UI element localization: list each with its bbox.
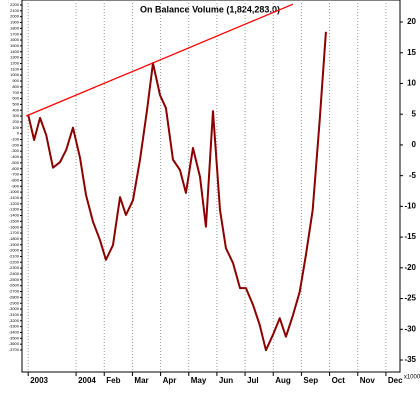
y2-unit: x1000: [404, 375, 420, 381]
y-tick-label: -900: [11, 183, 20, 188]
y-tick-label: -500: [11, 160, 20, 165]
y-tick-label: -1900: [9, 242, 20, 247]
y-tick-label: 1300: [10, 55, 20, 60]
y-tick-label: 1800: [10, 25, 20, 30]
y-tick-label: 2000: [10, 14, 20, 19]
y-tick-label: -2800: [9, 294, 20, 299]
y-tick-label: -400: [11, 154, 20, 159]
y2-tick-label: 15: [407, 48, 416, 57]
y-tick-label: -1000: [9, 189, 20, 194]
x-tick-label: Aug: [275, 376, 291, 385]
y-tick-label: 600: [12, 96, 19, 101]
y-tick-label: 500: [12, 101, 19, 106]
x-tick-label: Dec: [388, 376, 403, 385]
y-tick-label: -2500: [9, 277, 20, 282]
y-tick-label: 2100: [10, 8, 20, 13]
y-tick-label: 1900: [10, 20, 20, 25]
y2-tick-label: -5: [409, 171, 417, 180]
x-tick-label: 2003: [30, 376, 48, 385]
x-tick-label: 2004: [78, 376, 96, 385]
y-tick-label: -3200: [9, 318, 20, 323]
y2-tick-label: -25: [404, 294, 416, 303]
x-tick-label: Apr: [163, 376, 177, 385]
y-tick-label: 1100: [10, 66, 19, 71]
y-tick-label: -1400: [9, 213, 20, 218]
y-tick-label: -3400: [9, 330, 20, 335]
y-tick-label: 400: [12, 107, 19, 112]
y-tick-label: -2900: [9, 300, 20, 305]
y-tick-label: 1700: [10, 31, 20, 36]
y2-tick-label: -15: [404, 232, 416, 241]
y-tick-label: -3600: [9, 341, 20, 346]
y-tick-label: -3500: [9, 335, 20, 340]
y2-tick-label: 10: [407, 79, 416, 88]
x-tick-label: May: [191, 376, 207, 385]
y-tick-label: -200: [11, 142, 20, 147]
y-tick-label: -1100: [9, 195, 20, 200]
y2-tick-label: -35: [404, 355, 416, 364]
y-tick-label: -2400: [9, 271, 20, 276]
y-tick-label: -2700: [9, 289, 20, 294]
x-tick-label: Nov: [360, 376, 376, 385]
y-tick-label: 2200: [10, 2, 20, 7]
y-tick-label: 200: [12, 119, 19, 124]
y-tick-label: -700: [11, 172, 20, 177]
y-tick-label: 1200: [10, 61, 20, 66]
y-tick-label: -1200: [9, 201, 20, 206]
x-tick-label: Feb: [106, 376, 120, 385]
y-tick-label: 900: [12, 78, 19, 83]
x-tick-label: Oct: [332, 376, 346, 385]
y-tick-label: 100: [12, 125, 19, 130]
y2-tick-label: -10: [404, 201, 416, 210]
series-line: [27, 31, 327, 352]
y-tick-label: 1600: [10, 37, 20, 42]
y-tick-label: -1700: [9, 230, 20, 235]
y-tick-label: -1300: [9, 207, 20, 212]
y-tick-label: 1000: [10, 72, 20, 77]
y-tick-label: -1600: [9, 224, 20, 229]
y2-tick-label: -30: [404, 324, 416, 333]
y-tick-label: -1800: [9, 236, 20, 241]
y-tick-label: 1500: [10, 43, 20, 48]
x-tick-label: Jul: [247, 376, 259, 385]
y-tick-label: -2000: [9, 248, 20, 253]
y2-tick-label: 20: [407, 17, 416, 26]
y2-tick-label: 5: [412, 109, 417, 118]
y-tick-label: -100: [11, 137, 20, 142]
y-tick-label: -800: [11, 177, 20, 182]
y-tick-label: -300: [11, 148, 20, 153]
y-tick-label: -1500: [9, 218, 20, 223]
y-tick-label: 300: [12, 113, 19, 118]
y-tick-label: -2100: [9, 254, 20, 259]
y2-tick-label: 0: [412, 140, 417, 149]
y2-tick-label: -20: [404, 263, 416, 272]
y-tick-label: 0: [17, 131, 20, 136]
y-tick-label: 800: [12, 84, 19, 89]
series-line: [25, 3, 294, 117]
y-tick-label: -600: [11, 166, 20, 171]
y-tick-label: 700: [12, 90, 19, 95]
x-tick-label: Mar: [134, 376, 148, 385]
y-tick-label: -3700: [9, 347, 20, 352]
y-tick-label: 1400: [10, 49, 20, 54]
y-tick-label: -2300: [9, 265, 20, 270]
y-tick-label: -3000: [9, 306, 20, 311]
x-tick-label: Sep: [303, 376, 318, 385]
y-tick-label: -3100: [9, 312, 20, 317]
y-tick-label: -2600: [9, 283, 20, 288]
x-tick-label: Jun: [219, 376, 233, 385]
y-tick-label: -3300: [9, 324, 20, 329]
y-tick-label: -2200: [9, 259, 20, 264]
chart-title: On Balance Volume (1,824,283.0): [140, 4, 280, 14]
plot-frame: [21, 0, 401, 373]
